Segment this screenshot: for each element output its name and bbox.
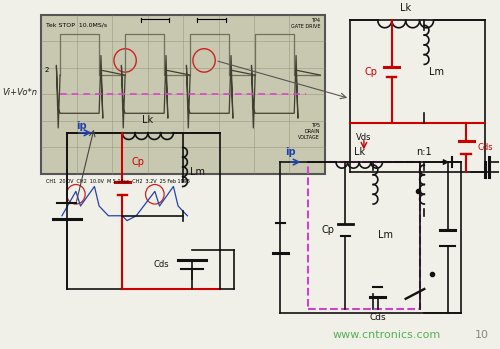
Text: Tek STOP  10.0MS/s: Tek STOP 10.0MS/s [46,22,108,27]
Text: Vds: Vds [356,133,372,142]
Text: Lk: Lk [354,147,365,157]
Text: Lm: Lm [190,167,205,177]
Text: Lm: Lm [429,67,444,77]
Text: Cds: Cds [153,260,169,269]
Text: www.cntronics.com: www.cntronics.com [333,330,441,340]
Text: Cp: Cp [365,67,378,77]
Text: Cds: Cds [477,143,493,152]
Text: Cp: Cp [132,157,144,167]
Text: CH1  20.0V  CH2  10.0V  M 5.00us  CH2  3.2V  25 Feb 1998: CH1 20.0V CH2 10.0V M 5.00us CH2 3.2V 25… [46,179,190,184]
Text: ip: ip [76,121,86,131]
Text: Lk: Lk [400,3,411,13]
Text: Vi+Vo*n: Vi+Vo*n [2,88,37,97]
Text: Cds: Cds [370,313,386,322]
Text: n:1: n:1 [416,147,432,157]
Bar [42,15,325,174]
Text: ip: ip [285,147,296,157]
Text: Lm: Lm [378,230,393,240]
Text: Cp: Cp [321,225,334,235]
Text: Lk: Lk [142,115,154,125]
Text: 2: 2 [44,67,48,73]
Bar [308,162,420,309]
Text: TP4
GATE DRIVE: TP4 GATE DRIVE [290,18,320,29]
Text: 10: 10 [476,330,490,340]
Text: TP5
DRAIN
VOLTAGE: TP5 DRAIN VOLTAGE [298,123,320,140]
